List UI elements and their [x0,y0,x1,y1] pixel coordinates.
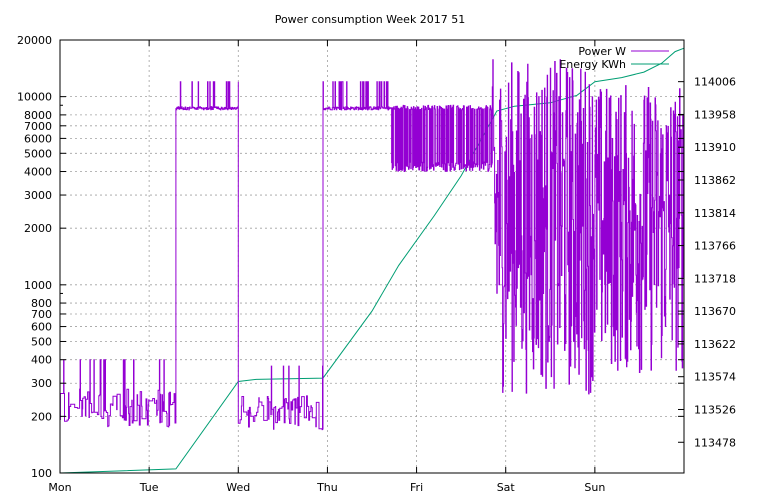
y-left-tick-label: 1000 [24,279,52,292]
y-right-tick-label: 113766 [694,240,736,253]
x-tick-label: Sun [584,481,605,494]
energy-series [59,47,685,474]
energy-kwh-line [59,47,685,474]
power-w-line [59,59,685,431]
x-tick-label: Thu [316,481,338,494]
y-right-tick-label: 113910 [694,141,736,154]
chart-title: Power consumption Week 2017 51 [275,13,466,26]
y-right-tick-label: 113958 [694,108,736,121]
y-right-tick-label: 113718 [694,272,736,285]
y-left-tick-label: 300 [31,377,52,390]
y-left-tick-label: 6000 [24,132,52,145]
y-right-tick-label: 113814 [694,207,736,220]
y-right-tick-label: 113862 [694,174,736,187]
y-left-tick-label: 100 [31,467,52,480]
legend: Power W Energy KWh [559,45,669,71]
x-tick-label: Sat [497,481,516,494]
y-right-tick-label: 113670 [694,305,736,318]
x-tick-label: Fri [410,481,423,494]
y-left-tick-label: 500 [31,335,52,348]
y-left-tick-label: 20000 [17,34,52,47]
y-left-tick-label: 8000 [24,109,52,122]
power-series [59,59,685,431]
legend-entry-energy: Energy KWh [559,58,626,71]
x-tick-label: Mon [48,481,71,494]
y-left-tick-label: 4000 [24,166,52,179]
y-left-tick-label: 10000 [17,91,52,104]
y-left-tick-label: 700 [31,308,52,321]
y-right-tick-label: 113478 [694,436,736,449]
y-left-tick-label: 400 [31,354,52,367]
legend-entry-power: Power W [578,45,626,58]
y-right-tick-label: 113526 [694,403,736,416]
y-left-tick-label: 5000 [24,147,52,160]
y-left-tick-label: 600 [31,321,52,334]
y-left-tick-label: 7000 [24,120,52,133]
y-left-tick-label: 800 [31,297,52,310]
x-tick-label: Wed [226,481,250,494]
y-left-tick-label: 200 [31,410,52,423]
y-right-tick-label: 113574 [694,371,736,384]
y-right-tick-label: 113622 [694,338,736,351]
plot-frame [59,39,685,474]
y-left-tick-label: 2000 [24,222,52,235]
x-tick-label: Tue [139,481,159,494]
y-left-tick-label: 3000 [24,189,52,202]
y-right-tick-label: 114006 [694,76,736,89]
